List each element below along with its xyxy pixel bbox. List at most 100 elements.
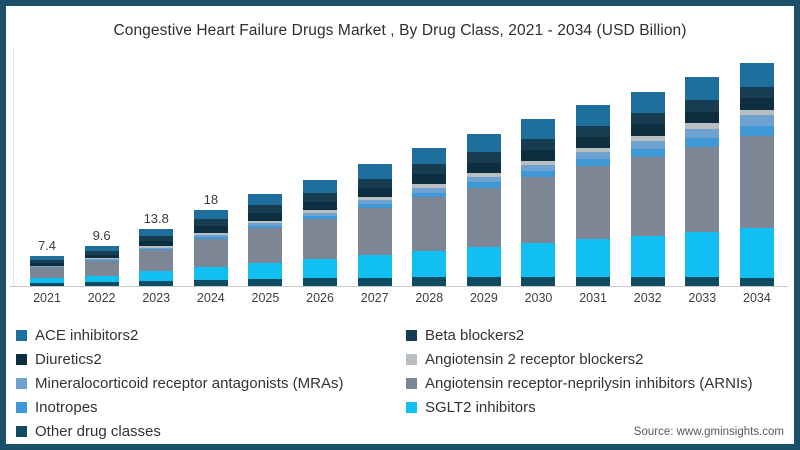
bar-segment [685, 128, 720, 138]
x-tick-label: 2032 [633, 291, 662, 305]
bar-value-label: 7.4 [37, 237, 57, 253]
legend: ACE inhibitors2 Diuretics2 Mineralocortico… [16, 323, 794, 443]
legend-label: Diuretics2 [35, 350, 102, 368]
x-tick-label: 2029 [469, 291, 498, 305]
legend-swatch [406, 377, 417, 389]
bar-segment [303, 258, 338, 278]
bar-segment [357, 204, 392, 208]
x-tick-label: 2033 [688, 291, 717, 305]
x-tick-label: 2027 [360, 291, 389, 305]
bar-segment [466, 247, 501, 277]
bar-segment [412, 188, 447, 193]
bar-segment [303, 201, 338, 211]
bars: 7.4 9.6 13.8 18 [30, 48, 774, 286]
bar-2032 [630, 89, 665, 286]
bar-segment [630, 157, 665, 237]
bar-segment [193, 279, 228, 286]
bar-segment [357, 254, 392, 278]
legend-item: Beta blockers2 [406, 323, 794, 347]
y-axis-line [13, 48, 14, 286]
bar-segment [139, 246, 174, 248]
bar-segment [84, 250, 119, 255]
bar-2027 [357, 161, 392, 286]
bar-segment [685, 137, 720, 147]
legend-swatch [16, 329, 27, 341]
bar-segment [630, 140, 665, 150]
legend-label: Angiotensin 2 receptor blockers2 [425, 350, 644, 368]
bar-segment [521, 171, 556, 178]
bar-segment [139, 271, 174, 281]
bar-segment [576, 125, 611, 137]
bar-segment [685, 77, 720, 101]
legend-label: ACE inhibitors2 [35, 326, 139, 344]
legend-label: Angiotensin receptor-neprilysin inhibito… [425, 374, 753, 392]
bar-segment [248, 213, 283, 221]
bar-segment [739, 228, 774, 278]
x-tick-label: 2034 [743, 291, 771, 305]
bar-2023: 13.8 [139, 211, 174, 286]
legend-item: SGLT2 inhibitors [406, 395, 794, 419]
bar-segment [576, 276, 611, 286]
bar-segment [685, 123, 720, 129]
bar-segment [630, 91, 665, 114]
legend-swatch [16, 377, 27, 389]
bar-segment [357, 187, 392, 197]
bar-segment [521, 138, 556, 150]
legend-item: ACE inhibitors2 [16, 323, 406, 347]
legend-item: Diuretics2 [16, 347, 406, 371]
bar-2022: 9.6 [84, 228, 119, 286]
bar-segment [84, 282, 119, 286]
bar-segment [630, 124, 665, 136]
bar-segment [521, 276, 556, 286]
bar-segment [739, 62, 774, 87]
bar-segment [139, 236, 174, 242]
bar-value-label: 18 [203, 192, 219, 208]
bar-segment [630, 113, 665, 125]
legend-label: Beta blockers2 [425, 326, 525, 344]
bar-segment [466, 134, 501, 153]
bar-segment [248, 194, 283, 206]
x-tick-label: 2031 [579, 291, 607, 305]
bar-segment [576, 147, 611, 153]
bar-segment [193, 219, 228, 227]
bar-segment [303, 180, 338, 194]
bar-segment [521, 119, 556, 139]
bar-segment [685, 146, 720, 232]
bar-segment [739, 125, 774, 136]
legend-col-1: ACE inhibitors2 Diuretics2 Mineralocortico… [16, 323, 406, 443]
bar-segment [357, 163, 392, 179]
bar-2031 [576, 102, 611, 286]
x-tick-label: 2030 [524, 291, 553, 305]
bar-segment [84, 254, 119, 259]
legend-swatch [16, 401, 27, 413]
bar-segment [412, 174, 447, 185]
bar-segment [193, 232, 228, 235]
bar-segment [84, 245, 119, 251]
bar-2028 [412, 145, 447, 286]
x-tick-label: 2022 [87, 291, 116, 305]
bar-segment [30, 283, 64, 286]
bar-segment [576, 105, 611, 126]
bar-segment [466, 187, 501, 248]
bar-segment [630, 236, 665, 278]
bar-segment [303, 218, 338, 259]
bar-segment [466, 276, 501, 286]
bar-segment [739, 277, 774, 286]
bar-segment [521, 160, 556, 165]
bar-segment [576, 166, 611, 240]
bar-2025 [248, 191, 283, 286]
bar-segment [84, 275, 119, 283]
bar-segment [685, 100, 720, 112]
bar-segment [357, 277, 392, 286]
bar-2033 [685, 74, 720, 286]
bar-2034 [739, 60, 774, 286]
bar-segment [84, 260, 119, 276]
legend-label: Mineralocorticoid receptor antagonists (… [35, 374, 344, 392]
bar-2029 [466, 131, 501, 286]
bar-segment [248, 225, 283, 229]
bar-segment [193, 236, 228, 240]
bar-segment [30, 259, 64, 263]
bar-segment [139, 241, 174, 247]
legend-swatch [406, 401, 417, 413]
